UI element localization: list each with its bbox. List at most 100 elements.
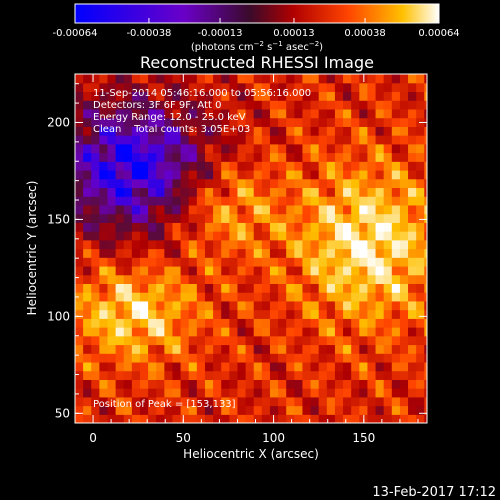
heatmap-cell bbox=[221, 370, 230, 380]
heatmap-cell bbox=[148, 274, 157, 284]
heatmap-cell bbox=[367, 361, 377, 372]
heatmap-cell bbox=[399, 187, 409, 197]
heatmap-cell bbox=[213, 126, 222, 136]
heatmap-cell bbox=[375, 283, 385, 293]
heatmap-cell bbox=[253, 344, 263, 354]
heatmap-cell bbox=[164, 161, 174, 171]
heatmap-cell bbox=[83, 396, 92, 407]
heatmap-cell bbox=[302, 74, 312, 84]
heatmap-cell bbox=[245, 257, 255, 267]
heatmap-cell bbox=[408, 257, 417, 267]
heatmap-cell bbox=[294, 300, 304, 311]
heatmap-cell bbox=[359, 344, 369, 354]
heatmap-cell bbox=[310, 187, 320, 197]
heatmap-cell bbox=[245, 213, 255, 223]
heatmap-cell bbox=[269, 152, 279, 162]
heatmap-cell bbox=[367, 396, 377, 407]
heatmap-cell bbox=[180, 100, 190, 110]
heatmap-cell bbox=[318, 361, 328, 372]
heatmap-cell bbox=[286, 327, 295, 337]
heatmap-cell bbox=[318, 117, 328, 127]
heatmap-cell bbox=[391, 379, 401, 389]
heatmap-cell bbox=[416, 361, 425, 372]
heatmap-cell bbox=[367, 74, 377, 84]
heatmap-cell bbox=[286, 108, 295, 119]
heatmap-cell bbox=[245, 283, 255, 293]
heatmap-cell bbox=[221, 117, 230, 127]
heatmap-cell bbox=[286, 379, 295, 389]
heatmap-cell bbox=[139, 239, 149, 250]
heatmap-cell bbox=[408, 126, 417, 136]
heatmap-cell bbox=[383, 274, 393, 284]
heatmap-cell bbox=[269, 82, 279, 93]
heatmap-cell bbox=[83, 353, 92, 363]
heatmap-cell bbox=[334, 152, 344, 162]
heatmap-cell bbox=[115, 300, 125, 311]
heatmap-cell bbox=[148, 196, 157, 206]
heatmap-cell bbox=[213, 161, 222, 171]
heatmap-cell bbox=[131, 117, 141, 127]
heatmap-cell bbox=[253, 135, 263, 145]
heatmap-cell bbox=[123, 361, 133, 372]
heatmap-cell bbox=[286, 126, 295, 136]
heatmap-cell bbox=[196, 204, 206, 215]
heatmap-cell bbox=[156, 100, 165, 110]
heatmap-cell bbox=[424, 161, 427, 171]
heatmap-cell bbox=[172, 318, 182, 328]
heatmap-cell bbox=[148, 178, 157, 189]
heatmap-cell bbox=[326, 161, 336, 171]
heatmap-cell bbox=[343, 327, 352, 337]
heatmap-cell bbox=[318, 196, 328, 206]
heatmap-cell bbox=[408, 361, 417, 372]
heatmap-cell bbox=[399, 248, 409, 258]
heatmap-cell bbox=[204, 239, 214, 250]
heatmap-cell bbox=[172, 108, 182, 119]
heatmap-cell bbox=[237, 344, 247, 354]
heatmap-cell bbox=[107, 257, 117, 267]
heatmap-cell bbox=[107, 100, 117, 110]
heatmap-cell bbox=[107, 143, 117, 154]
heatmap-cell bbox=[294, 361, 304, 372]
heatmap-cell bbox=[115, 108, 125, 119]
heatmap-cell bbox=[278, 327, 287, 337]
heatmap-cell bbox=[310, 222, 320, 232]
heatmap-cell bbox=[83, 100, 92, 110]
heatmap-cell bbox=[188, 370, 198, 380]
heatmap-cell bbox=[399, 335, 409, 346]
heatmap-cell bbox=[164, 135, 174, 145]
heatmap-cell bbox=[131, 274, 141, 284]
heatmap-cell bbox=[261, 108, 271, 119]
heatmap-cell bbox=[188, 74, 198, 84]
heatmap-cell bbox=[148, 239, 157, 250]
heatmap-cell bbox=[367, 370, 377, 380]
heatmap-cell bbox=[253, 370, 263, 380]
heatmap-cell bbox=[245, 414, 255, 423]
heatmap-cell bbox=[383, 196, 393, 206]
heatmap-cell bbox=[83, 405, 92, 415]
heatmap-cell bbox=[196, 344, 206, 354]
heatmap-cell bbox=[196, 74, 206, 84]
heatmap-cell bbox=[359, 388, 369, 398]
heatmap-cell bbox=[172, 82, 182, 93]
heatmap-cell bbox=[204, 117, 214, 127]
heatmap-cell bbox=[229, 405, 239, 415]
heatmap-cell bbox=[375, 405, 385, 415]
heatmap-cell bbox=[156, 143, 165, 154]
heatmap-cell bbox=[286, 265, 295, 276]
heatmap-cell bbox=[107, 414, 117, 423]
heatmap-cell bbox=[286, 370, 295, 380]
colorbar-tick-label: -0.00064 bbox=[53, 28, 98, 39]
heatmap-cell bbox=[75, 108, 84, 119]
heatmap-cell bbox=[91, 388, 100, 398]
heatmap-cell bbox=[156, 196, 165, 206]
y-tick-label: 50 bbox=[55, 406, 70, 420]
heatmap-cell bbox=[343, 318, 352, 328]
heatmap-cell bbox=[286, 318, 295, 328]
heatmap-cell bbox=[375, 318, 385, 328]
heatmap-cell bbox=[416, 100, 425, 110]
heatmap-cell bbox=[334, 318, 344, 328]
heatmap-cell bbox=[123, 117, 133, 127]
heatmap-cell bbox=[343, 257, 352, 267]
heatmap-cell bbox=[424, 353, 427, 363]
